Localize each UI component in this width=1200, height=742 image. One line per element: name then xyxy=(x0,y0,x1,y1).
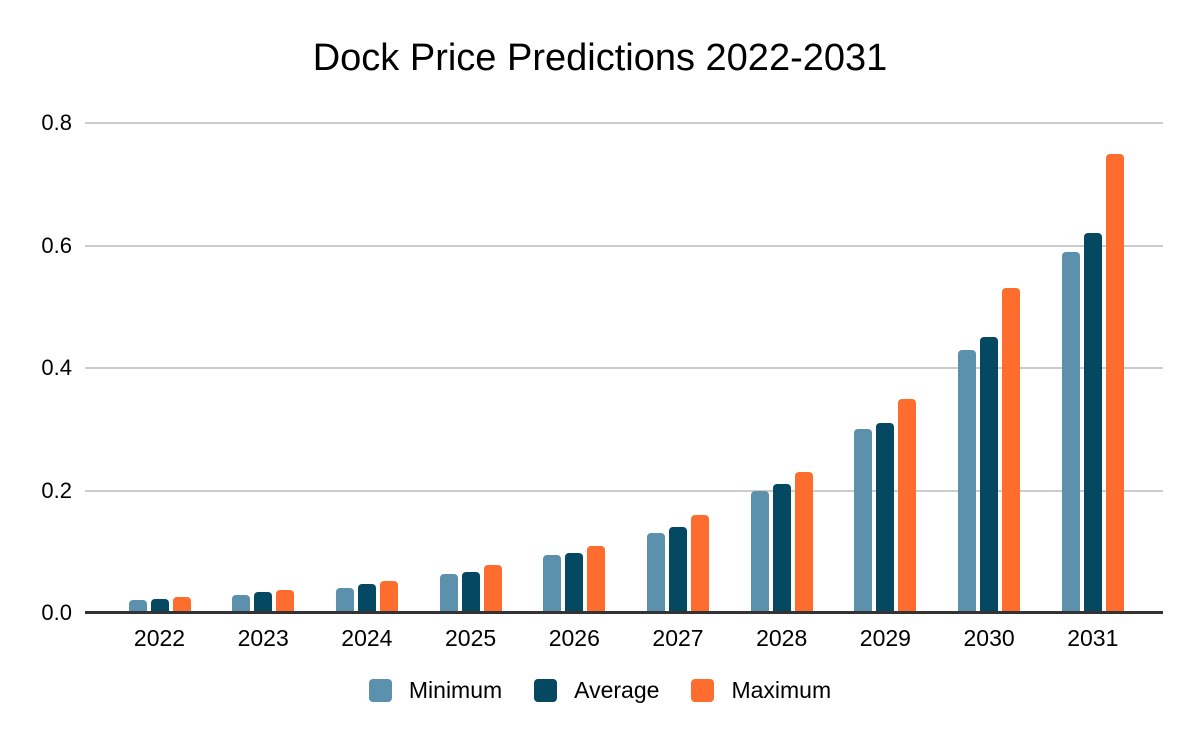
bar-group-2024 xyxy=(335,123,398,613)
bar-minimum-2022 xyxy=(128,600,147,613)
bar-group-2031 xyxy=(1061,123,1124,613)
bar-average-2024 xyxy=(357,584,376,613)
legend-swatch-minimum xyxy=(368,678,392,702)
x-tick-label: 2028 xyxy=(756,625,808,651)
bar-minimum-2023 xyxy=(232,594,251,613)
bar-maximum-2028 xyxy=(794,472,813,613)
bar-maximum-2026 xyxy=(587,546,606,613)
x-tick-label: 2030 xyxy=(963,625,1015,651)
x-tick-label: 2026 xyxy=(548,625,600,651)
y-tick-label: 0.6 xyxy=(41,232,72,258)
y-tick-label: 0.2 xyxy=(41,477,72,503)
bar-maximum-2023 xyxy=(276,590,295,613)
y-tick-label: 0.8 xyxy=(41,110,72,135)
legend-label-average: Average xyxy=(574,676,660,703)
legend-item-maximum: Maximum xyxy=(691,677,831,704)
x-tick-label: 2029 xyxy=(859,625,911,651)
bar-maximum-2027 xyxy=(691,515,709,613)
bar-group-2025 xyxy=(439,123,502,613)
bar-minimum-2025 xyxy=(439,574,458,613)
x-tick-label: 2031 xyxy=(1067,625,1119,651)
gridline-0.4 xyxy=(85,367,1163,369)
bar-maximum-2022 xyxy=(172,597,191,613)
bar-minimum-2030 xyxy=(958,349,977,613)
x-tick-label: 2025 xyxy=(445,625,497,651)
gridline-0.6 xyxy=(85,244,1163,247)
x-tick-label: 2024 xyxy=(341,625,393,651)
plot-area xyxy=(85,122,1163,614)
bar-group-2029 xyxy=(854,123,917,613)
x-tick-label: 2023 xyxy=(237,625,289,651)
bar-average-2023 xyxy=(254,592,273,613)
x-tick-label: 2022 xyxy=(133,625,186,651)
legend-label-maximum: Maximum xyxy=(731,676,832,703)
bar-group-2027 xyxy=(647,123,709,613)
bar-average-2025 xyxy=(461,571,480,613)
bar-group-2030 xyxy=(958,123,1021,613)
bar-maximum-2024 xyxy=(379,580,398,613)
bar-average-2028 xyxy=(772,484,791,613)
legend-label-minimum: Minimum xyxy=(408,676,503,703)
bar-minimum-2026 xyxy=(543,554,562,613)
bar-minimum-2024 xyxy=(335,587,354,613)
bar-maximum-2029 xyxy=(898,398,917,613)
gridline-0.2 xyxy=(85,489,1163,492)
bar-group-2023 xyxy=(232,123,295,613)
bar-minimum-2029 xyxy=(854,429,873,613)
bar-maximum-2025 xyxy=(483,564,502,613)
bar-average-2030 xyxy=(980,337,999,613)
bar-maximum-2031 xyxy=(1105,153,1124,613)
legend-swatch-average xyxy=(534,678,558,702)
bar-minimum-2031 xyxy=(1061,251,1080,613)
bar-maximum-2030 xyxy=(1002,288,1021,613)
x-tick-label: 2027 xyxy=(652,625,704,651)
bar-group-2028 xyxy=(750,123,813,613)
bar-average-2026 xyxy=(565,552,584,613)
gridline-0.8 xyxy=(85,122,1163,124)
legend: Minimum Average Maximum xyxy=(0,674,1200,706)
bar-minimum-2028 xyxy=(750,490,769,613)
y-tick-label: 0.4 xyxy=(41,355,72,380)
legend-item-minimum: Minimum xyxy=(368,676,503,704)
x-axis-line xyxy=(85,611,1163,614)
legend-swatch-maximum xyxy=(691,678,715,702)
legend-item-average: Average xyxy=(534,677,659,704)
bar-minimum-2027 xyxy=(647,533,665,613)
bar-average-2031 xyxy=(1083,233,1102,613)
y-tick-label: 0.0 xyxy=(41,600,72,625)
bar-average-2029 xyxy=(876,423,895,613)
bar-group-2022 xyxy=(128,123,191,613)
bar-average-2027 xyxy=(669,527,687,613)
chart-title: Dock Price Predictions 2022-2031 xyxy=(312,37,888,79)
bar-group-2026 xyxy=(543,123,606,613)
bar-average-2022 xyxy=(150,598,169,613)
